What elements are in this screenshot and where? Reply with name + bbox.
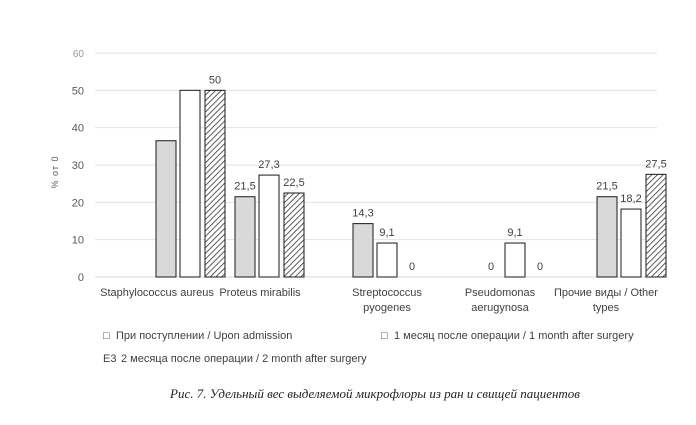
category-label: Staphylococcus aureus [100,287,214,299]
bar [376,242,398,278]
bar [504,242,526,278]
y-tick-label: 0 [78,272,84,284]
figure-caption: Рис. 7. Удельный вес выделяемой микрофло… [169,386,580,401]
category-label: Streptococcus [352,287,422,299]
category-label: Прочие виды / Other [554,287,658,299]
bar [645,173,667,278]
bar [155,140,177,278]
data-label: 14,3 [352,208,373,220]
legend-symbol: □ [103,330,110,342]
gridlines [95,52,657,278]
data-label: 27,3 [258,159,279,171]
legend-symbol: E3 [103,353,116,365]
y-axis-label: % от 0 [50,156,60,189]
bar [234,196,256,278]
bar [258,174,280,278]
category-label: pyogenes [363,302,411,314]
data-label: 21,5 [596,181,617,193]
y-tick-label: 60 [73,49,85,60]
data-label: 0 [409,261,415,273]
data-label: 9,1 [379,227,394,239]
y-tick-label: 40 [72,123,84,135]
bar [204,89,226,278]
bar [596,196,618,278]
bar [620,208,642,278]
data-label: 0 [537,261,543,273]
data-label: 21,5 [234,181,255,193]
legend-entry: 1 месяц после операции / 1 month after s… [394,330,634,342]
y-axis-ticks: 0 10 20 30 40 50 60 [72,49,85,284]
category-labels: Staphylococcus aureus Proteus mirabilis St… [100,287,658,314]
legend: □ При поступлении / Upon admission □ 1 меся… [103,330,634,365]
data-label: 22,5 [283,177,304,189]
category-label: Proteus mirabilis [219,287,301,299]
data-label: 18,2 [620,193,641,205]
bar [352,223,374,278]
bar [283,192,305,278]
category-label: aerugynosa [471,302,529,314]
data-label: 50 [209,74,221,86]
y-tick-label: 20 [72,197,84,209]
legend-entry: 2 месяца после операции / 2 month after … [121,353,367,365]
category-label: types [593,302,620,314]
bars [155,89,667,278]
legend-symbol: □ [381,330,388,342]
y-tick-label: 30 [72,160,84,172]
legend-entry: При поступлении / Upon admission [116,330,292,342]
data-label: 0 [488,261,494,273]
y-tick-label: 50 [72,85,84,97]
category-label: Pseudomonas [465,287,536,299]
data-label: 27,5 [645,158,666,170]
data-label: 9,1 [507,227,522,239]
bar [179,89,201,278]
y-tick-label: 10 [72,235,84,247]
